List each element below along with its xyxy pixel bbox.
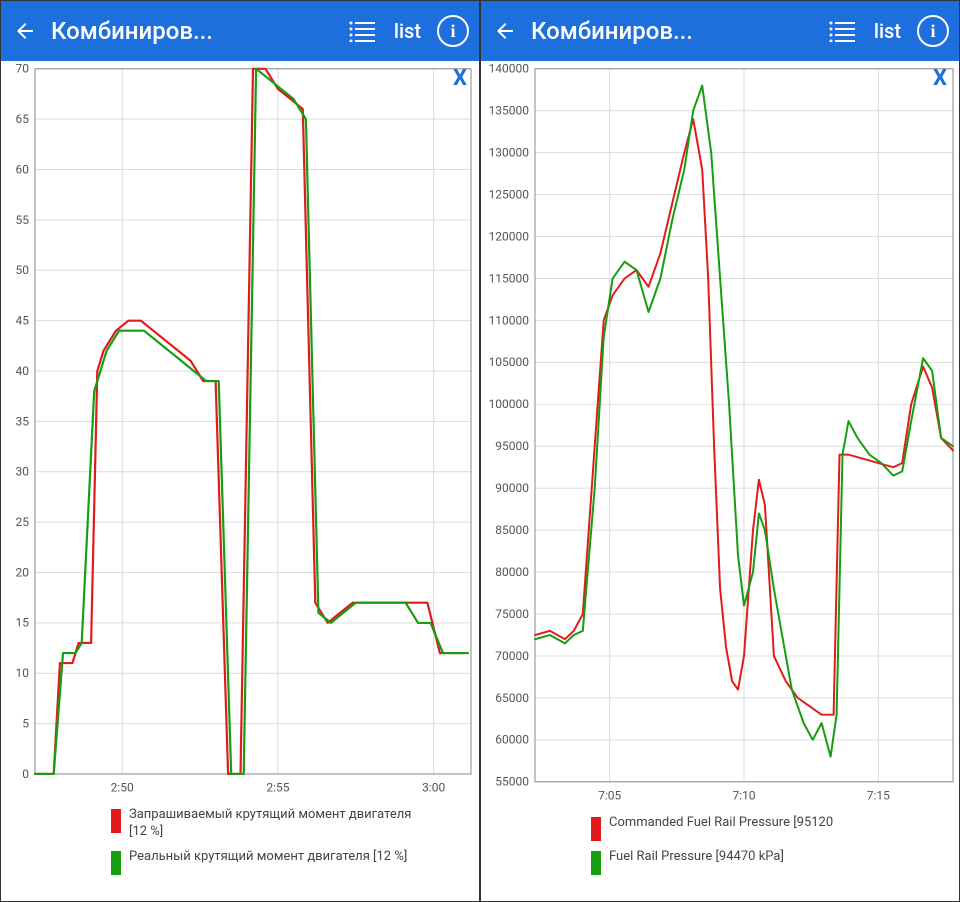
svg-text:2:55: 2:55 <box>266 781 289 795</box>
chart-svg-right: 55000 60000 65000 70000 75000 80000 85000 90000… <box>481 61 959 809</box>
legend-swatch <box>111 851 121 875</box>
svg-text:75000: 75000 <box>495 607 529 621</box>
svg-text:55: 55 <box>16 213 30 227</box>
svg-text:80000: 80000 <box>495 565 529 579</box>
legend-label: Реальный крутящий момент двигателя [12 %… <box>129 849 407 866</box>
svg-text:65: 65 <box>16 112 30 126</box>
legend-label: Fuel Rail Pressure [94470 kPa] <box>609 849 784 866</box>
toolbar-left: Комбиниров... list i <box>1 1 479 61</box>
legend-right: Commanded Fuel Rail Pressure [95120 Fuel… <box>481 809 959 901</box>
svg-text:65000: 65000 <box>495 691 529 705</box>
svg-text:70: 70 <box>16 62 29 76</box>
legend-left: Запрашиваемый крутящий момент двигателя … <box>1 801 479 901</box>
chart-right: X 55000 60000 65000 70000 75000 80000 85000 900… <box>481 61 959 809</box>
back-arrow-icon[interactable] <box>11 17 39 45</box>
svg-text:30: 30 <box>16 465 29 479</box>
svg-text:7:10: 7:10 <box>732 788 755 802</box>
svg-text:105000: 105000 <box>489 355 529 369</box>
svg-text:115000: 115000 <box>489 272 529 286</box>
left-panel: Комбиниров... list i X 0 5 10 15 20 25 30 35 40 4… <box>0 0 480 902</box>
legend-label: Commanded Fuel Rail Pressure [95120 <box>609 815 833 832</box>
svg-text:45: 45 <box>16 314 30 328</box>
legend-item: Commanded Fuel Rail Pressure [95120 <box>591 815 959 841</box>
svg-text:90000: 90000 <box>495 481 529 495</box>
svg-text:100000: 100000 <box>489 397 529 411</box>
svg-text:7:05: 7:05 <box>598 788 621 802</box>
list-button[interactable]: list <box>394 19 421 43</box>
svg-text:135000: 135000 <box>489 104 529 118</box>
legend-swatch <box>591 817 601 841</box>
svg-text:40: 40 <box>16 364 29 378</box>
svg-text:85000: 85000 <box>495 523 529 537</box>
info-icon[interactable]: i <box>437 15 469 47</box>
svg-text:35: 35 <box>16 414 30 428</box>
svg-text:5: 5 <box>22 717 29 731</box>
chart-svg-left: 0 5 10 15 20 25 30 35 40 45 50 55 60 65 70 2:50 2:55 3:00 <box>1 61 479 801</box>
toolbar-right: Комбиниров... list i <box>481 1 959 61</box>
svg-text:60: 60 <box>16 163 29 177</box>
svg-text:10: 10 <box>16 666 29 680</box>
svg-text:0: 0 <box>22 767 29 781</box>
legend-item: Запрашиваемый крутящий момент двигателя … <box>111 807 479 841</box>
svg-text:140000: 140000 <box>489 62 529 76</box>
svg-text:3:00: 3:00 <box>422 781 445 795</box>
list-lines-icon[interactable] <box>346 15 378 47</box>
svg-text:7:15: 7:15 <box>867 788 890 802</box>
svg-text:125000: 125000 <box>489 188 529 202</box>
legend-swatch <box>591 851 601 875</box>
legend-item: Fuel Rail Pressure [94470 kPa] <box>591 849 959 875</box>
svg-text:55000: 55000 <box>495 775 529 789</box>
svg-text:20: 20 <box>16 566 29 580</box>
info-icon[interactable]: i <box>917 15 949 47</box>
right-panel: Комбиниров... list i X 55000 60000 65000 70… <box>480 0 960 902</box>
chart-left: X 0 5 10 15 20 25 30 35 40 45 50 55 60 65 70 2:50 2:55 3:… <box>1 61 479 801</box>
svg-text:50: 50 <box>16 263 29 277</box>
legend-swatch <box>111 809 121 833</box>
svg-text:130000: 130000 <box>489 146 529 160</box>
page-title: Комбиниров... <box>51 17 213 45</box>
svg-text:25: 25 <box>16 515 30 529</box>
list-button[interactable]: list <box>874 19 901 43</box>
legend-item: Реальный крутящий момент двигателя [12 %… <box>111 849 479 875</box>
legend-label: Запрашиваемый крутящий момент двигателя … <box>129 807 429 841</box>
svg-text:15: 15 <box>16 616 30 630</box>
svg-text:110000: 110000 <box>489 313 529 327</box>
svg-text:95000: 95000 <box>495 439 529 453</box>
svg-text:60000: 60000 <box>495 733 529 747</box>
close-icon[interactable]: X <box>453 66 467 91</box>
svg-text:120000: 120000 <box>489 230 529 244</box>
back-arrow-icon[interactable] <box>491 17 519 45</box>
close-icon[interactable]: X <box>933 66 947 91</box>
page-title: Комбиниров... <box>531 17 693 45</box>
list-lines-icon[interactable] <box>826 15 858 47</box>
svg-text:70000: 70000 <box>495 649 529 663</box>
svg-text:2:50: 2:50 <box>111 781 134 795</box>
